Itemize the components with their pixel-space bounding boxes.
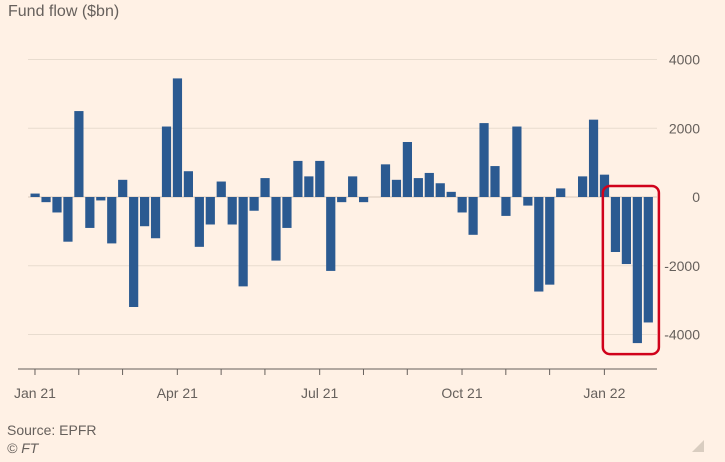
x-tick-label: Apr 21 (157, 385, 198, 401)
bar (227, 197, 237, 225)
bar (52, 197, 62, 213)
bar (271, 197, 281, 261)
bar (260, 178, 270, 197)
bar (129, 197, 139, 307)
bar (161, 126, 172, 197)
bar (588, 119, 599, 197)
bar (63, 197, 73, 242)
bar (315, 160, 325, 197)
x-tick-label: Jul 21 (301, 385, 339, 401)
bar (479, 123, 489, 197)
x-axis: Jan 21 Apr 21 Jul 21 Oct 21 Jan 22 (14, 368, 657, 401)
bar (380, 164, 391, 197)
bar (107, 197, 117, 244)
bar (205, 197, 215, 225)
bar (348, 176, 358, 197)
y-tick-label: 0 (692, 189, 700, 205)
bar (216, 181, 226, 197)
y-tick-label: 2000 (669, 120, 700, 136)
bar (413, 178, 423, 197)
bar (545, 197, 555, 285)
x-tick-label: Jan 22 (583, 385, 625, 401)
bar (30, 193, 40, 197)
y-tick-label: -2000 (664, 258, 700, 274)
bar (282, 197, 292, 228)
bar (610, 197, 621, 252)
bar (183, 171, 193, 197)
bar (446, 191, 456, 197)
source-note: Source: EPFR (7, 422, 97, 438)
bar (41, 197, 51, 203)
bar (118, 179, 128, 197)
bar (599, 174, 610, 197)
bar (326, 197, 336, 271)
highlight-box (601, 184, 661, 356)
bar (293, 160, 303, 197)
resize-handle-icon (692, 440, 704, 452)
bar (534, 197, 544, 292)
bar (85, 197, 95, 228)
bar (359, 197, 369, 203)
bar (621, 197, 631, 265)
bar (556, 188, 566, 197)
bar (457, 197, 467, 213)
bar (424, 172, 434, 197)
bar (643, 197, 653, 323)
bar (501, 197, 511, 216)
bar (490, 166, 500, 197)
bar (391, 179, 402, 197)
bar (96, 197, 106, 201)
x-tick-label: Jan 21 (14, 385, 56, 401)
bar (523, 197, 533, 206)
bar (304, 176, 314, 197)
copyright-note: © FT (7, 440, 39, 456)
y-tick-label: 4000 (669, 52, 700, 68)
bar (337, 197, 347, 203)
bar (238, 197, 248, 287)
bar (150, 197, 161, 239)
bar (194, 197, 204, 247)
bar (249, 197, 259, 211)
bar (468, 197, 478, 235)
bar (140, 197, 150, 227)
bar (402, 142, 412, 197)
x-tick-label: Oct 21 (441, 385, 482, 401)
y-tick-label: -4000 (664, 327, 700, 343)
bar (172, 78, 183, 197)
bar (435, 183, 445, 197)
bar (632, 197, 642, 344)
y-axis-tick-labels: 4000 2000 0 -2000 -4000 (664, 52, 700, 343)
bar-series (30, 78, 653, 344)
bar (512, 126, 522, 197)
bar (578, 176, 588, 197)
chart-title: Fund flow ($bn) (8, 3, 120, 20)
bar (74, 111, 84, 197)
